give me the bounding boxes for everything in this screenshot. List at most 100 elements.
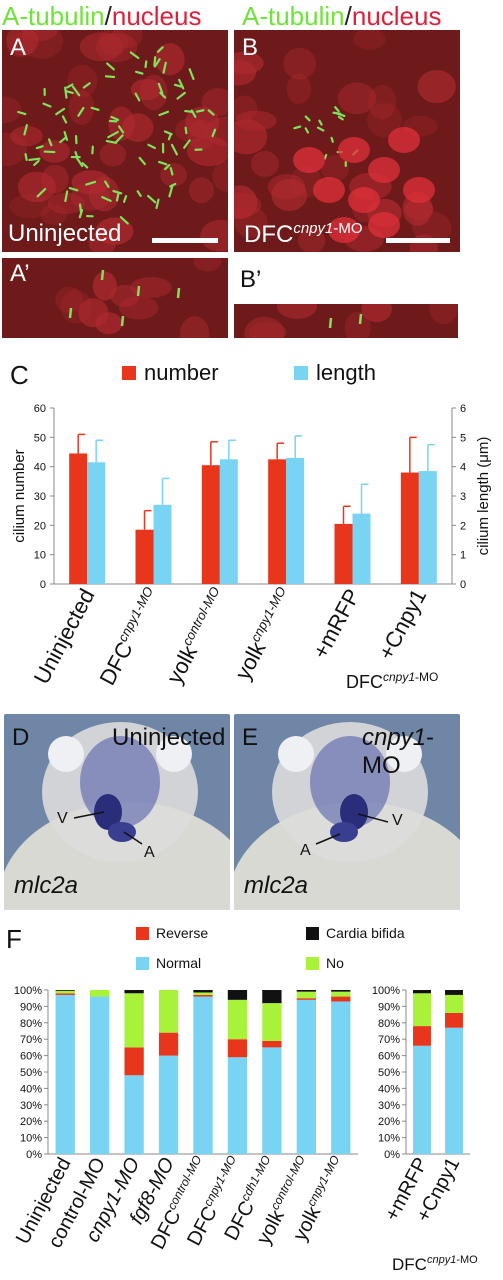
y-tick-label: 20 (34, 520, 46, 532)
x-tick-label: DFCcnpy1-MO (94, 584, 166, 689)
nucleus (6, 32, 35, 58)
title-slash: / (104, 1, 112, 31)
x-tick-label: Uninjected (29, 585, 100, 689)
nucleus (193, 258, 222, 272)
legend-label: Reverse (156, 925, 208, 941)
cilium (63, 130, 69, 141)
bar-segment-reverse (262, 1040, 282, 1048)
y-tick-label: 20% (20, 1116, 42, 1128)
micrograph-a: A Uninjected (2, 30, 228, 252)
nucleus (293, 147, 325, 173)
eye-right (386, 736, 422, 772)
nucleus (313, 177, 345, 203)
cilium (134, 92, 141, 102)
cilium (64, 86, 68, 99)
micrograph-b-image (234, 30, 460, 252)
bar-segment-no (193, 992, 213, 995)
legend-label-number: number (144, 360, 219, 385)
bar-segment-no (90, 990, 110, 997)
y-tick-label: 10% (20, 1133, 42, 1145)
chart-f: F Reverse Cardia bifida Normal No 0% 10% 20% 30%… (6, 924, 478, 1274)
cilium (65, 90, 74, 95)
legend-swatch-number (122, 366, 136, 380)
cilium (168, 184, 174, 198)
legend-label: No (326, 955, 344, 971)
nucleus (321, 154, 350, 182)
bar-segment-reverse (413, 1026, 431, 1046)
nucleus (95, 217, 134, 245)
bar-segment-no (445, 994, 463, 1013)
cilium (110, 115, 120, 121)
nucleus (348, 187, 380, 213)
nucleus (10, 126, 43, 147)
y-tick-label: 100% (14, 985, 42, 997)
bar-segment-cardia-bifida (331, 990, 351, 992)
micrograph-b: B DFCcnpy1-MO (234, 30, 460, 252)
y2-tick-label: 1 (460, 550, 466, 562)
cilium (334, 106, 340, 113)
label-sup: cnpy1 (293, 220, 334, 237)
cilium (183, 139, 191, 149)
bar-segment-reverse (296, 998, 316, 1000)
nucleus (429, 304, 458, 325)
bar-segment-cardia-bifida (55, 990, 75, 991)
bar-number (69, 453, 88, 584)
y-tick-label: 50% (378, 1067, 400, 1079)
cilium (188, 68, 195, 81)
title-nucleus: nucleus (111, 1, 202, 31)
bar-segment-normal (262, 1047, 282, 1154)
nucleus (244, 316, 285, 338)
embryo (234, 722, 460, 910)
x-tick-label: +mRFP (308, 585, 365, 663)
y-tick-label: 40% (20, 1083, 42, 1095)
cilium (153, 56, 157, 67)
cilium (101, 196, 112, 202)
cilium (59, 136, 67, 144)
cilium (155, 198, 160, 210)
y-tick-label: 0% (384, 1149, 400, 1161)
nucleus (188, 177, 214, 204)
legend-label: Normal (156, 955, 201, 971)
legend-swatch-reverse (136, 927, 149, 940)
y2-tick-label: 3 (460, 491, 466, 503)
bar-segment-normal (124, 1075, 144, 1154)
bar-number (400, 472, 419, 584)
nucleus (160, 163, 187, 187)
cilium (304, 127, 310, 134)
nucleus (267, 174, 306, 200)
panel-letter-f: F (6, 924, 22, 954)
cilium (330, 136, 334, 143)
nucleus (2, 96, 22, 124)
nucleus (60, 289, 92, 324)
bar-segment-no (331, 991, 351, 997)
panel-b-title: A-tubulin/nucleus (242, 2, 441, 30)
bar-segment-reverse (227, 1039, 248, 1058)
y2-tick-label: 6 (460, 403, 466, 415)
nucleus (130, 78, 163, 101)
bar-segment-normal (55, 994, 75, 1154)
cilium (122, 195, 128, 203)
nucleus (130, 277, 172, 298)
scale-bar (152, 238, 218, 243)
nucleus (179, 316, 210, 338)
nucleus (108, 106, 135, 141)
bar-length (219, 459, 238, 584)
y-tick-label: 0 (40, 579, 46, 591)
bar-segment-cardia-bifida (413, 990, 431, 994)
cilium (112, 189, 123, 195)
y-tick-label: 100% (372, 985, 400, 997)
cilium (61, 115, 68, 124)
cilium (157, 160, 168, 166)
bar-segment-normal (331, 1001, 351, 1154)
cilium (136, 285, 141, 297)
embryo-d-image (4, 722, 230, 910)
bar-segment-normal (413, 1045, 431, 1154)
panel-b-label: DFCcnpy1-MO (244, 220, 363, 249)
y-tick-label: 20% (378, 1116, 400, 1128)
cilium (178, 78, 185, 90)
micrograph-a-prime: A’ (2, 258, 228, 338)
tissue-background (234, 304, 458, 338)
micrograph-b-prime (234, 304, 458, 338)
cilium (81, 162, 89, 169)
cilium (158, 110, 170, 117)
